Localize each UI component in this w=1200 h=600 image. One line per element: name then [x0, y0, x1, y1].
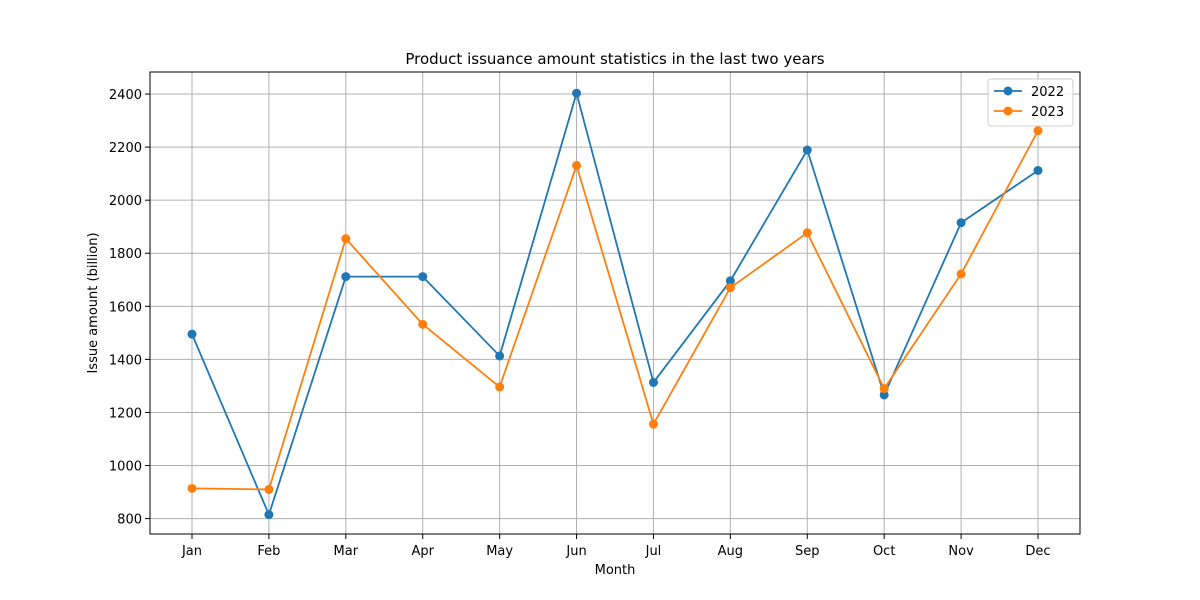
- series-layer: [187, 88, 1043, 520]
- data-point-2023: [572, 160, 582, 170]
- grid-lines: [150, 72, 1080, 534]
- x-tick-label: Jun: [565, 544, 586, 559]
- data-point-2023: [725, 283, 735, 293]
- data-point-2022: [495, 351, 505, 361]
- data-point-2022: [879, 390, 889, 400]
- legend-label-2022: 2022: [1031, 85, 1064, 100]
- data-point-2022: [418, 272, 428, 282]
- y-tick-label: 2400: [109, 88, 142, 103]
- x-tick-label: Apr: [411, 544, 434, 559]
- x-tick-label: Feb: [257, 544, 280, 559]
- y-tick-label: 1400: [109, 353, 142, 368]
- series-2023: [187, 126, 1043, 494]
- x-axis-label: Month: [595, 563, 636, 578]
- data-point-2022: [264, 510, 274, 520]
- data-point-2023: [264, 484, 274, 494]
- x-tick-label: Nov: [948, 544, 974, 559]
- x-tick-label: Jul: [645, 544, 662, 559]
- data-point-2022: [648, 377, 658, 387]
- data-point-2022: [572, 88, 582, 98]
- y-tick-label: 1600: [109, 300, 142, 315]
- y-tick-label: 2000: [109, 194, 142, 209]
- data-point-2022: [187, 329, 197, 339]
- data-point-2023: [341, 234, 351, 244]
- x-tick-label: May: [486, 544, 513, 559]
- data-point-2022: [1033, 165, 1043, 175]
- legend-label-2023: 2023: [1031, 105, 1064, 120]
- data-point-2023: [648, 419, 658, 429]
- y-tick-label: 1000: [109, 460, 142, 475]
- chart-title: Product issuance amount statistics in th…: [405, 50, 824, 68]
- y-axis-label: Issue amount (billion): [86, 232, 101, 373]
- y-tick-label: 800: [117, 513, 142, 528]
- data-point-2023: [495, 382, 505, 392]
- legend: 2022 2023: [987, 78, 1074, 127]
- data-point-2023: [418, 319, 428, 329]
- data-point-2022: [956, 218, 966, 228]
- data-point-2022: [802, 145, 812, 155]
- plot-area-frame: [149, 71, 1081, 535]
- x-tick-label: Aug: [718, 544, 743, 559]
- data-point-2022: [341, 272, 351, 282]
- series-2022: [187, 88, 1043, 520]
- x-tick-label: Jan: [181, 544, 202, 559]
- data-point-2023: [187, 483, 197, 493]
- x-tick-label: Oct: [873, 544, 895, 559]
- data-point-2023: [1033, 126, 1043, 136]
- y-tick-label: 1200: [109, 406, 142, 421]
- y-tick-label: 1800: [109, 247, 142, 262]
- x-tick-label: Sep: [795, 544, 820, 559]
- legend-marker-2022: [1003, 86, 1013, 96]
- x-tick-label: Mar: [334, 544, 359, 559]
- x-tick-label: Dec: [1025, 544, 1050, 559]
- x-axis: Jan Feb Mar Apr May Jun Jul Aug Sep Oct Nov Dec: [181, 534, 1051, 559]
- data-point-2023: [879, 384, 889, 394]
- series-line-2022: [191, 89, 1039, 518]
- series-line-2023: [191, 130, 1039, 491]
- legend-marker-2023: [1003, 106, 1013, 116]
- data-point-2023: [956, 269, 966, 279]
- data-point-2023: [802, 228, 812, 238]
- y-axis: 800 1000 1200 1400 1600 1800 2000 2200 2400: [109, 88, 150, 528]
- y-tick-label: 2200: [109, 141, 142, 156]
- data-point-2022: [725, 276, 735, 286]
